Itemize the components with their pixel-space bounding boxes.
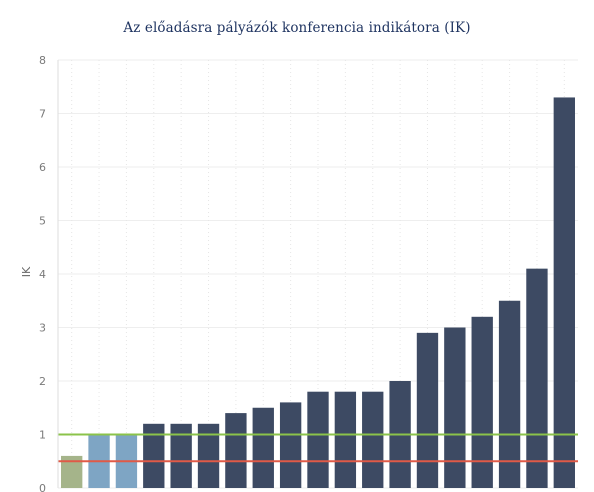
bar[interactable] <box>252 407 274 488</box>
bar[interactable] <box>498 300 521 488</box>
y-tick-label: 7 <box>39 108 46 121</box>
bar[interactable] <box>362 391 384 488</box>
y-tick-label: 6 <box>39 161 46 174</box>
bars-layer <box>61 97 575 488</box>
bar[interactable] <box>61 455 83 488</box>
bar[interactable] <box>471 316 493 488</box>
bar[interactable] <box>526 268 548 488</box>
bar[interactable] <box>553 97 575 488</box>
bar[interactable] <box>279 402 302 488</box>
bar[interactable] <box>225 413 247 488</box>
bar[interactable] <box>444 327 466 489</box>
y-tick-label: 0 <box>39 482 46 492</box>
y-tick-label: 4 <box>39 268 46 281</box>
bar[interactable] <box>416 332 439 488</box>
bar[interactable] <box>143 423 165 488</box>
bar[interactable] <box>197 423 220 488</box>
y-tick-label: 5 <box>39 215 46 228</box>
chart-title: Az előadásra pályázók konferencia indiká… <box>123 20 471 36</box>
y-tick-label: 3 <box>39 322 46 335</box>
y-axis-title: IK <box>20 266 33 277</box>
bar[interactable] <box>334 391 357 488</box>
axis-layer: 0 1 2 3 4 5 6 7 8 <box>39 54 59 492</box>
bar[interactable] <box>307 391 329 488</box>
y-tick-label: 8 <box>39 54 46 67</box>
y-tick-label: 2 <box>39 375 46 388</box>
y-tick-label: 1 <box>39 429 46 442</box>
reference-lines <box>58 433 578 463</box>
bar[interactable] <box>170 423 192 488</box>
